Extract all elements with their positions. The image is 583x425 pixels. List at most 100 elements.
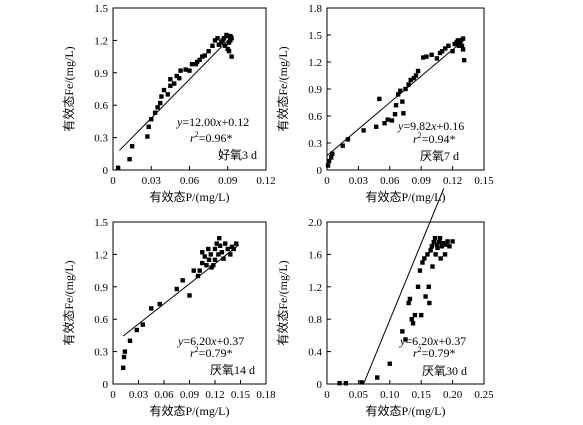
x-tick-label: 0.05 (349, 389, 369, 401)
x-tick-label: 0.03 (349, 175, 369, 187)
x-tick-label: 0 (110, 175, 116, 187)
data-point (206, 246, 211, 252)
data-point (460, 36, 466, 41)
panel-condition-label: 厌氧7 d (420, 149, 459, 163)
data-point (189, 61, 195, 67)
data-point (195, 273, 201, 279)
data-point (389, 118, 395, 123)
panel-1: 0 0.03 0.06 0.09 0.12 0 0.3 0.6 0.9 1.2 1.5 有效态P/(m… (61, 3, 276, 204)
y-tick-label: 0.9 (94, 68, 108, 80)
data-point (211, 263, 216, 268)
data-point (359, 380, 364, 385)
data-point (197, 268, 202, 273)
panel-3: 0 0.03 0.06 0.09 0.12 0.15 0.18 0 0.3 0.6 0.9 1.2 1.… (61, 217, 276, 418)
data-point (206, 257, 212, 262)
data-point (168, 83, 173, 88)
data-point (204, 263, 209, 268)
y-tick-label: 2.0 (308, 217, 322, 229)
x-tick-label: 0.06 (180, 175, 200, 187)
data-point (127, 157, 132, 162)
data-point (433, 252, 438, 257)
data-point (382, 121, 387, 126)
data-point (427, 300, 432, 306)
data-point (187, 293, 192, 298)
data-point (210, 43, 215, 48)
data-point (174, 73, 179, 79)
x-tick-label: 0.18 (256, 389, 276, 401)
x-tick-label: 0.25 (474, 389, 494, 401)
r-squared: r2=0.94* (413, 131, 455, 146)
data-point (161, 87, 167, 93)
data-point (330, 151, 335, 156)
data-point (191, 268, 196, 273)
data-point (373, 124, 379, 129)
y-tick-label: 0.6 (94, 314, 108, 326)
data-point (340, 143, 345, 148)
regression-line (362, 188, 445, 385)
data-point (212, 38, 218, 43)
data-point (345, 137, 351, 142)
x-tick-label: 0.03 (142, 175, 162, 187)
data-point (165, 92, 171, 97)
y-axis-label: 有效态Fe/(mg/L) (61, 260, 76, 345)
y-tick-label: 0 (103, 165, 109, 177)
data-point (432, 236, 438, 241)
y-tick-label: 1.6 (308, 249, 322, 261)
data-point (212, 246, 218, 252)
data-point (443, 46, 448, 51)
data-point (403, 337, 408, 342)
data-point (401, 111, 406, 116)
data-point (444, 242, 449, 247)
x-axis-label: 有效态P/(mg/L) (366, 189, 446, 204)
data-point (337, 380, 342, 386)
data-point (202, 53, 207, 58)
y-tick-label: 0.3 (94, 347, 108, 359)
data-point (121, 354, 127, 360)
data-point (234, 241, 239, 246)
data-point (200, 260, 205, 266)
panel-condition-label: 厌氧14 d (210, 363, 255, 377)
data-point (460, 47, 466, 52)
data-point (459, 43, 465, 48)
data-point (159, 94, 164, 99)
data-point (440, 240, 446, 246)
data-point (152, 110, 158, 115)
data-point (180, 278, 185, 283)
data-point (422, 256, 427, 261)
data-point (187, 68, 192, 73)
data-point (197, 57, 202, 63)
x-tick-label: 0.06 (154, 389, 174, 401)
panel-condition-label: 厌氧30 d (422, 364, 467, 378)
data-point (214, 241, 219, 246)
data-point (419, 312, 424, 318)
data-point (183, 67, 188, 72)
data-point (177, 76, 182, 81)
data-point (168, 77, 173, 82)
data-point (406, 82, 411, 87)
data-point (426, 284, 431, 289)
data-point (127, 338, 133, 343)
data-point (413, 73, 419, 78)
data-point (200, 250, 205, 255)
data-point (437, 236, 443, 241)
data-point (228, 252, 233, 257)
data-point (225, 33, 230, 39)
data-point (445, 239, 450, 244)
y-tick-label: 0.8 (308, 314, 322, 326)
data-point (157, 301, 162, 307)
data-point (145, 134, 150, 139)
x-tick-label: 0.12 (256, 175, 275, 187)
x-tick-label: 0.10 (380, 389, 400, 401)
data-point (429, 244, 435, 249)
data-point (219, 250, 224, 255)
x-tick-label: 0.09 (180, 389, 200, 401)
data-point (435, 245, 440, 251)
data-point (225, 246, 230, 252)
data-point (392, 112, 398, 117)
data-point (229, 54, 234, 59)
data-point (400, 99, 405, 104)
y-tick-label: 0.3 (308, 138, 322, 150)
data-point (395, 92, 401, 97)
panel-4: 0 0.05 0.10 0.15 0.20 0.25 0 0.4 0.8 1.2 1.6 2.0 有效态… (275, 188, 494, 418)
data-point (393, 103, 399, 108)
